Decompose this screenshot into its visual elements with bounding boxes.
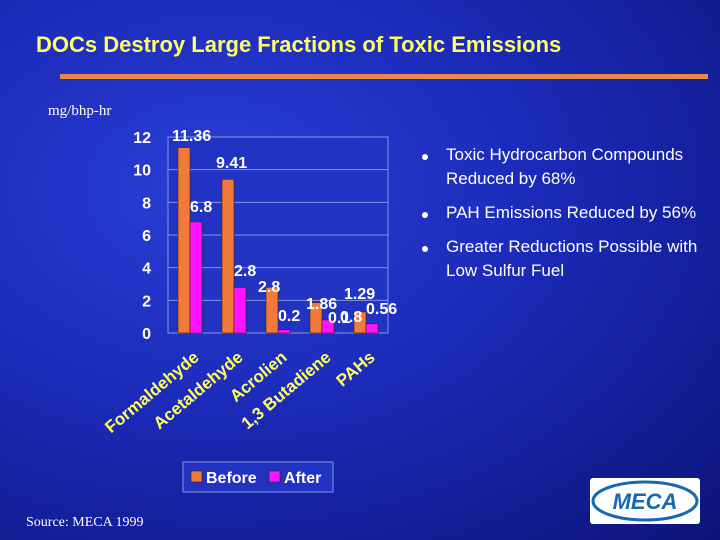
data-label: 11.36	[172, 128, 211, 145]
legend-swatch-after	[268, 470, 281, 483]
bullet-dot-icon	[422, 212, 428, 218]
data-label: 6.8	[190, 199, 212, 216]
bar-before	[177, 147, 191, 334]
y-tick-label: 6	[142, 228, 151, 245]
bullet-dot-icon	[422, 246, 428, 252]
bullet-item: PAH Emissions Reduced by 56%	[420, 201, 720, 225]
chart-unit-label: mg/bhp-hr	[48, 103, 112, 119]
slide-title: DOCs Destroy Large Fractions of Toxic Em…	[36, 32, 562, 57]
svg-text:MECA: MECA	[613, 489, 678, 514]
legend-box	[182, 461, 334, 493]
bullet-text: Toxic Hydrocarbon Compounds Reduced by 6…	[446, 145, 684, 188]
y-tick-label: 12	[133, 130, 151, 147]
bar-before	[265, 286, 279, 334]
bullet-dot-icon	[422, 154, 428, 160]
bullet-item: Greater Reductions Possible with Low Sul…	[420, 235, 720, 283]
data-label: 0.56	[366, 301, 397, 318]
data-label: 1.29	[344, 286, 375, 303]
legend-label: After	[284, 470, 321, 487]
y-tick-label: 2	[142, 293, 151, 310]
legend-label: Before	[206, 470, 257, 487]
y-tick-label: 8	[142, 195, 151, 212]
bar-before	[353, 311, 367, 334]
bullet-item: Toxic Hydrocarbon Compounds Reduced by 6…	[420, 143, 720, 191]
data-label: 0.8	[340, 309, 362, 326]
data-label: 1.86	[306, 296, 337, 313]
bar-before	[221, 179, 235, 334]
data-label: 2.8	[258, 279, 280, 296]
bar-after	[365, 323, 379, 334]
bullet-text: PAH Emissions Reduced by 56%	[446, 203, 697, 222]
title-underline	[60, 74, 708, 79]
bar-after	[189, 221, 203, 334]
bar-after	[321, 319, 335, 334]
y-tick-label: 10	[133, 163, 151, 180]
bar-after	[277, 329, 291, 334]
x-tick-label: PAHs	[333, 348, 379, 391]
data-label: 9.41	[216, 155, 247, 172]
y-tick-label: 4	[142, 261, 151, 278]
bar-after	[233, 286, 247, 334]
y-tick-label: 0	[142, 326, 151, 343]
bullet-text: Greater Reductions Possible with Low Sul…	[446, 237, 698, 280]
bullet-list: Toxic Hydrocarbon Compounds Reduced by 6…	[420, 143, 720, 293]
meca-logo-icon: MECA	[591, 480, 699, 522]
bar-before	[309, 302, 323, 334]
source-note: Source: MECA 1999	[26, 515, 144, 530]
legend-swatch-before	[190, 470, 203, 483]
data-label: 2.8	[234, 263, 256, 280]
data-label: 0.2	[278, 308, 300, 325]
data-label: 0.1	[328, 310, 350, 327]
meca-logo: MECA	[590, 478, 700, 524]
